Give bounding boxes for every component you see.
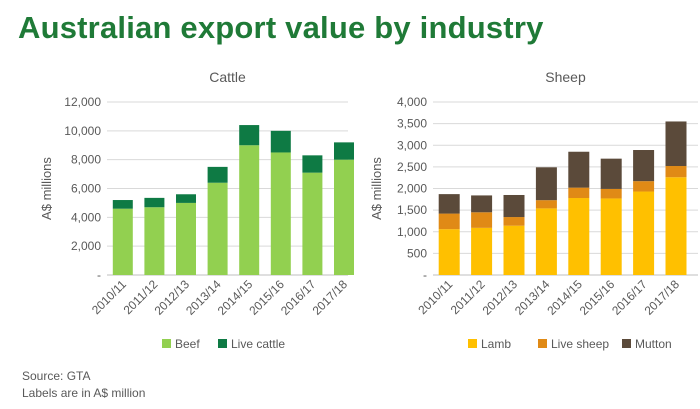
sheep-bar-lamb bbox=[568, 198, 590, 275]
cattle-bar-beef bbox=[270, 152, 291, 275]
sheep-x-tick-label: 2017/18 bbox=[642, 277, 683, 318]
cattle-bar-live-cattle bbox=[334, 142, 354, 160]
sheep-y-tick-label: 3,500 bbox=[397, 117, 427, 131]
sheep-chart: Sheep - 500 1,000 1,500 2,000 2,500 3,000 3,500 4… bbox=[369, 69, 698, 351]
cattle-bar-beef bbox=[239, 145, 260, 275]
sheep-bar-lamb bbox=[471, 227, 493, 275]
cattle-chart-title: Cattle bbox=[209, 69, 246, 85]
sheep-y-tick-label: - bbox=[423, 268, 427, 282]
sheep-y-tick-label: 2,000 bbox=[397, 182, 427, 196]
sheep-bar-lamb bbox=[633, 191, 655, 275]
sheep-legend-swatch bbox=[538, 339, 547, 348]
cattle-y-tick-label: 4,000 bbox=[71, 210, 101, 224]
sheep-y-tick-label: 500 bbox=[407, 246, 427, 260]
units-note: Labels are in A$ million bbox=[22, 386, 146, 400]
cattle-y-tick-label: 12,000 bbox=[64, 95, 101, 109]
sheep-bar-mutton bbox=[665, 121, 687, 167]
sheep-x-tick-label: 2012/13 bbox=[480, 277, 521, 318]
cattle-x-tick-label: 2017/18 bbox=[310, 277, 351, 318]
cattle-bar-live-cattle bbox=[239, 125, 260, 146]
cattle-bar-live-cattle bbox=[144, 197, 165, 208]
sheep-x-tick-label: 2010/11 bbox=[415, 277, 455, 317]
sheep-bar-lamb bbox=[665, 177, 687, 275]
cattle-y-tick-label: - bbox=[97, 268, 101, 282]
cattle-legend-label: Beef bbox=[175, 337, 200, 351]
cattle-legend-swatch bbox=[218, 339, 227, 348]
cattle-bar-live-cattle bbox=[207, 166, 228, 183]
cattle-legend-swatch bbox=[162, 339, 171, 348]
sheep-bar-mutton bbox=[503, 194, 525, 218]
sheep-bar-live-sheep bbox=[503, 217, 525, 226]
cattle-y-tick-label: 6,000 bbox=[71, 182, 101, 196]
sheep-legend-label: Mutton bbox=[635, 337, 672, 351]
source-note: Source: GTA bbox=[22, 369, 91, 383]
cattle-y-axis-label: A$ millions bbox=[39, 157, 54, 220]
sheep-y-tick-label: 3,000 bbox=[397, 138, 427, 152]
sheep-bar-live-sheep bbox=[568, 187, 590, 199]
sheep-y-tick-label: 2,500 bbox=[397, 160, 427, 174]
sheep-chart-title: Sheep bbox=[545, 69, 586, 85]
sheep-bar-mutton bbox=[568, 151, 590, 188]
cattle-bar-beef bbox=[112, 208, 133, 275]
sheep-bar-lamb bbox=[438, 229, 460, 275]
sheep-bar-mutton bbox=[535, 167, 557, 201]
sheep-bar-mutton bbox=[633, 150, 655, 182]
sheep-x-tick-label: 2015/16 bbox=[577, 277, 618, 318]
sheep-y-tick-label: 1,500 bbox=[397, 203, 427, 217]
sheep-bar-mutton bbox=[438, 194, 460, 214]
sheep-x-tick-label: 2014/15 bbox=[544, 277, 585, 318]
sheep-bar-mutton bbox=[600, 158, 622, 189]
sheep-bar-lamb bbox=[535, 208, 557, 275]
sheep-bar-mutton bbox=[471, 195, 493, 213]
sheep-x-tick-label: 2016/17 bbox=[609, 277, 650, 318]
cattle-y-tick-label: 10,000 bbox=[64, 124, 101, 138]
cattle-chart: Cattle - 2,000 4,000 6,000 8,000 10,000 12,000 A… bbox=[39, 69, 354, 351]
sheep-x-tick-label: 2013/14 bbox=[512, 277, 553, 318]
cattle-bar-live-cattle bbox=[176, 194, 196, 203]
page-title: Australian export value by industry bbox=[18, 10, 544, 45]
sheep-y-axis-label: A$ millions bbox=[369, 157, 384, 220]
sheep-bar-live-sheep bbox=[600, 188, 622, 199]
cattle-bar-live-cattle bbox=[302, 155, 323, 173]
sheep-bar-live-sheep bbox=[535, 200, 557, 209]
sheep-bar-lamb bbox=[503, 225, 525, 275]
cattle-bar-live-cattle bbox=[270, 130, 291, 153]
cattle-bar-beef bbox=[176, 202, 196, 275]
cattle-bar-beef bbox=[302, 172, 323, 275]
sheep-y-tick-label: 4,000 bbox=[397, 95, 427, 109]
sheep-bar-live-sheep bbox=[471, 212, 493, 228]
sheep-y-tick-label: 1,000 bbox=[397, 225, 427, 239]
cattle-bar-live-cattle bbox=[112, 200, 133, 209]
sheep-legend-swatch bbox=[468, 339, 477, 348]
cattle-legend-label: Live cattle bbox=[231, 337, 285, 351]
cattle-bar-beef bbox=[334, 159, 354, 275]
sheep-bar-live-sheep bbox=[633, 181, 655, 192]
cattle-y-tick-label: 8,000 bbox=[71, 153, 101, 167]
sheep-legend-label: Live sheep bbox=[551, 337, 609, 351]
sheep-bar-lamb bbox=[600, 198, 622, 275]
sheep-legend-label: Lamb bbox=[481, 337, 511, 351]
sheep-bar-live-sheep bbox=[438, 213, 460, 230]
sheep-bar-live-sheep bbox=[665, 166, 687, 178]
cattle-bar-beef bbox=[144, 207, 165, 275]
sheep-legend-swatch bbox=[622, 339, 631, 348]
cattle-bar-beef bbox=[207, 182, 228, 275]
cattle-y-tick-label: 2,000 bbox=[71, 239, 101, 253]
